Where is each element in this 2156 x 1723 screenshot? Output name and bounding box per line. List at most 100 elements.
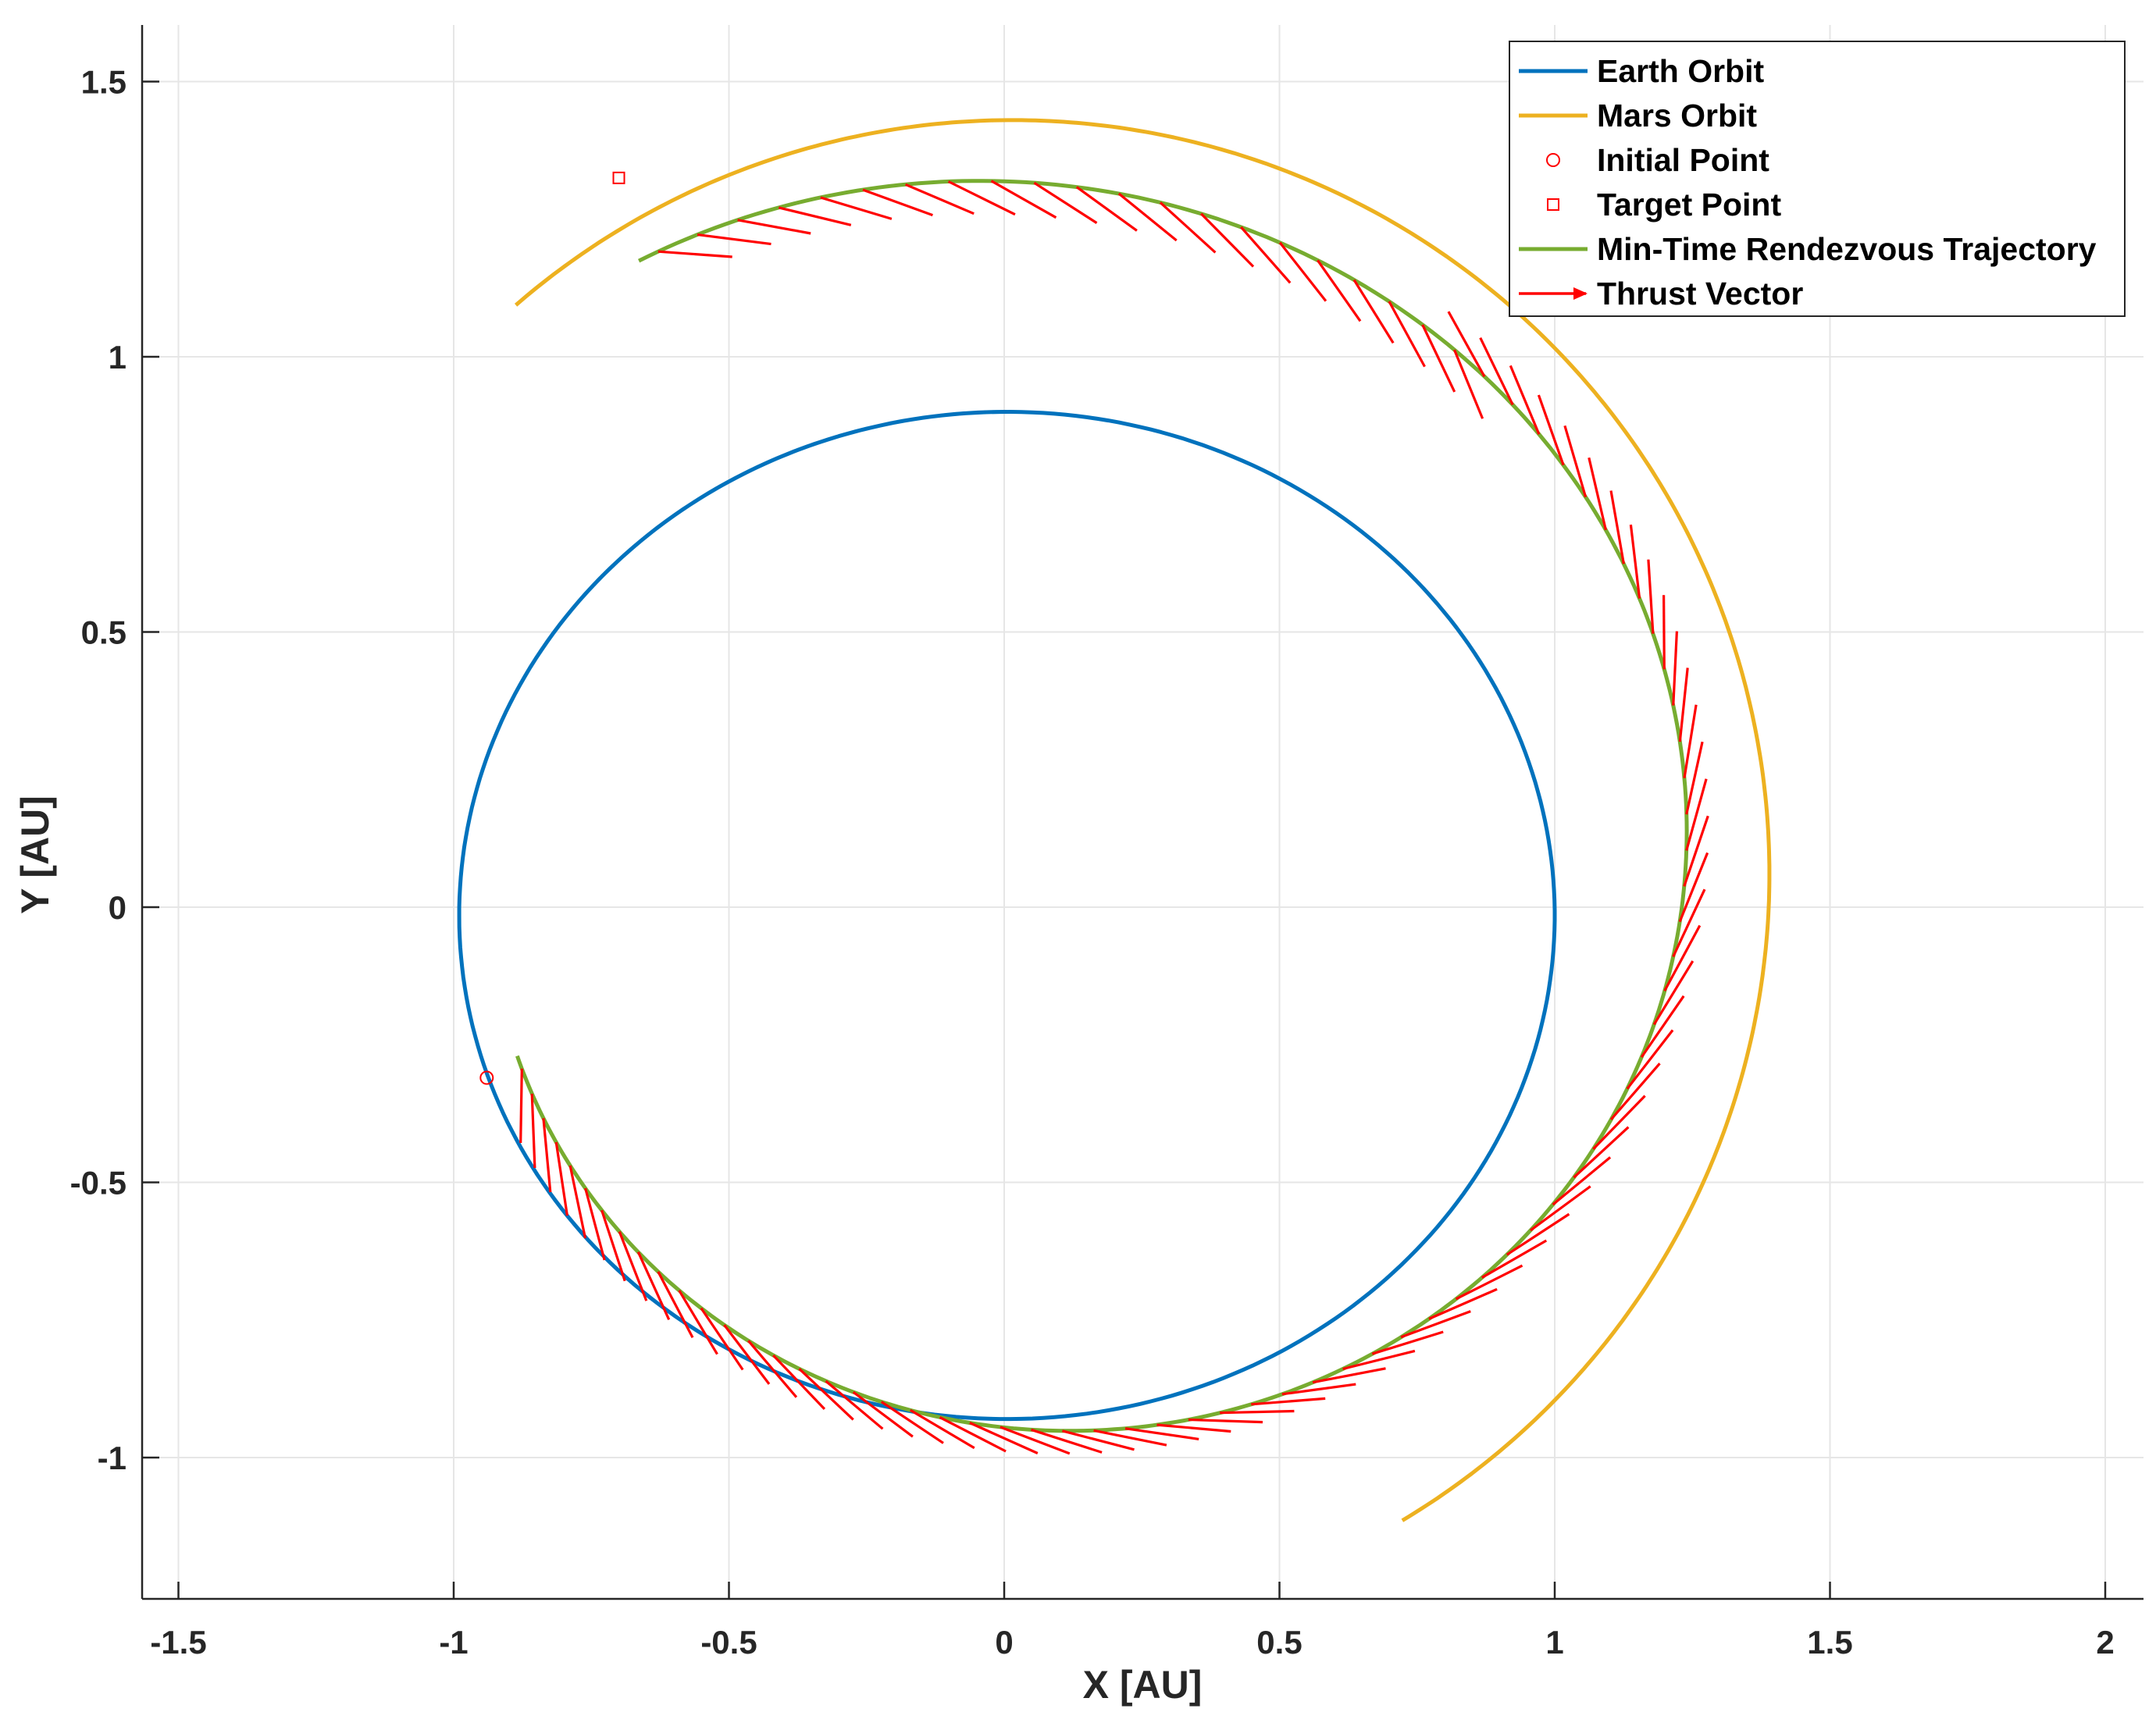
y-tick-label: 0 (109, 889, 127, 926)
thrust-vector (1609, 1063, 1661, 1121)
min-time-rendezvous-trajectory-line (515, 179, 1689, 1433)
thrust-vector (825, 1379, 884, 1430)
thrust-vector (1371, 1330, 1444, 1355)
thrust-vector (1479, 337, 1514, 406)
thrust-vector (1455, 1264, 1523, 1301)
thrust-vector (1188, 1418, 1263, 1424)
earth-orbit-line (457, 410, 1557, 1422)
y-axis-label: Y [AU] (13, 796, 57, 914)
thrust-vector (1033, 181, 1098, 224)
thrust-vector (1588, 457, 1607, 531)
thrust-vector (1453, 349, 1484, 419)
thrust-vector (1563, 425, 1588, 498)
y-tick-label: 0.5 (81, 614, 127, 651)
thrust-vector (1552, 1156, 1612, 1206)
thrust-vector (1421, 324, 1456, 393)
thrust-vector (1683, 704, 1698, 778)
thrust-vector (909, 1408, 975, 1450)
y-tick-label: -1 (98, 1440, 127, 1476)
initial-point-marker (479, 1070, 494, 1085)
thrust-vector (584, 1187, 606, 1261)
thrust-vector (862, 188, 933, 217)
thrust-vector (1352, 279, 1395, 344)
thrust-vector (1061, 1429, 1135, 1451)
legend-arrow-head (1573, 287, 1588, 300)
legend-box (1509, 41, 2126, 317)
legend-label: Min-Time Rendezvous Trajectory (1597, 231, 2097, 267)
thrust-vector (1428, 1287, 1498, 1320)
tick-labels: -1.5 -1 -0.5 0 0.5 1 1.5 2 -1 -0.5 0 0.5 1 1.5 (70, 64, 2115, 1661)
thrust-vector (1678, 667, 1689, 742)
axes (141, 25, 2144, 1600)
y-tick-label: 1.5 (81, 64, 127, 101)
x-tick-label: 2 (2096, 1624, 2114, 1661)
thrust-vector (1685, 741, 1704, 815)
thrust-vector (1220, 1409, 1295, 1415)
thrust-vector (1662, 595, 1666, 670)
legend: Earth Orbit Mars Orbit Initial Point Target… (1509, 41, 2126, 317)
thrust-vector (636, 1251, 671, 1320)
thrust-vector (1573, 1126, 1630, 1179)
thrust-vector (1685, 778, 1708, 851)
x-tick-label: -0.5 (700, 1624, 757, 1661)
thrust-vector (1530, 1185, 1591, 1232)
thrust-vector (947, 180, 1016, 216)
legend-square-swatch (1547, 198, 1559, 211)
thrust-vector (657, 250, 732, 258)
thrust-vector (1317, 259, 1362, 322)
thrust-vector (618, 1230, 648, 1301)
thrust-vector (798, 1368, 854, 1421)
thrust-vector (1683, 815, 1709, 887)
thrust-vector (1251, 1397, 1326, 1406)
x-tick-label: 1 (1545, 1624, 1563, 1661)
thrust-vector (723, 1324, 771, 1385)
y-tick-label: 1 (109, 339, 127, 376)
thrust-vector (1156, 1423, 1231, 1433)
thrust-vector (1240, 226, 1292, 284)
thrust-vector (554, 1141, 568, 1216)
legend-label: Initial Point (1597, 142, 1769, 178)
thrust-vector (939, 1415, 1007, 1453)
thrust-vector (1629, 524, 1641, 599)
thrust-vector (1537, 394, 1565, 466)
x-tick-label: 1.5 (1807, 1624, 1852, 1661)
thrust-vector (678, 1290, 718, 1355)
legend-circle-swatch (1546, 153, 1560, 167)
mars-orbit-line (514, 118, 1772, 1522)
thrust-vector (1626, 1029, 1674, 1090)
thrust-vector (1000, 1426, 1071, 1455)
thrust-vector (568, 1165, 587, 1239)
thrust-vector (530, 1093, 536, 1169)
thrust-vector (1200, 212, 1255, 268)
legend-label: Mars Orbit (1597, 98, 1757, 133)
x-tick-label: -1 (439, 1624, 468, 1661)
thrust-vector (1388, 301, 1426, 368)
target-point-marker (612, 171, 625, 184)
thrust-vector (1312, 1367, 1386, 1384)
y-tick-label: -0.5 (70, 1165, 127, 1201)
thrust-vector (904, 183, 975, 215)
legend-label: Earth Orbit (1597, 53, 1764, 89)
thrust-vector (1652, 960, 1695, 1026)
thrust-vector (1117, 192, 1178, 242)
legend-label: Target Point (1597, 187, 1781, 222)
x-tick-label: 0 (995, 1624, 1013, 1661)
thrust-vector (1640, 995, 1685, 1059)
thrust-vector (1647, 559, 1655, 634)
thrust-vector (519, 1068, 523, 1144)
thrust-vector (1678, 852, 1709, 923)
plot-area (457, 118, 1772, 1522)
thrust-vector (1124, 1427, 1199, 1440)
thrust-vector (700, 1307, 744, 1371)
thrust-vector (1672, 631, 1678, 706)
thrust-vector (1075, 186, 1138, 232)
thrust-vector (990, 180, 1057, 219)
thrust-vector (820, 196, 893, 220)
x-tick-label: 0.5 (1256, 1624, 1302, 1661)
thrust-vector (1663, 924, 1702, 992)
thrust-vector (880, 1401, 944, 1444)
thrust-vector (657, 1271, 694, 1338)
x-tick-label: -1.5 (150, 1624, 206, 1661)
thrust-vector (1400, 1310, 1471, 1339)
